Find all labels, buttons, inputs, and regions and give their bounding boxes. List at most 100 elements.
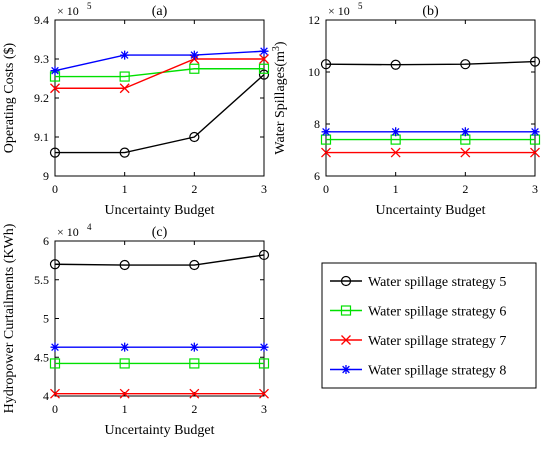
legend-marker-x bbox=[341, 335, 351, 345]
data-point-x bbox=[259, 388, 269, 399]
y-axis-label: Operating Costs ($) bbox=[2, 42, 17, 153]
series-line bbox=[54, 254, 265, 266]
y-tick-label: 9.1 bbox=[34, 130, 49, 144]
data-point-x bbox=[321, 147, 331, 158]
x-tick-label: 0 bbox=[52, 182, 58, 196]
panel-title: (c) bbox=[152, 225, 168, 240]
x-axis-label: Uncertainty Budget bbox=[104, 423, 214, 438]
data-point-circle bbox=[258, 249, 270, 261]
x-tick-label: 1 bbox=[122, 402, 128, 416]
data-point-asterisk bbox=[259, 342, 269, 352]
data-point-square bbox=[258, 63, 270, 74]
data-point-x bbox=[259, 54, 269, 64]
series-8 bbox=[50, 46, 269, 76]
data-point-x bbox=[119, 388, 130, 399]
series-6 bbox=[49, 63, 270, 82]
y-tick-label: 9 bbox=[43, 169, 49, 183]
series-5 bbox=[49, 69, 270, 158]
x-axis-label: Uncertainty Budget bbox=[104, 203, 214, 218]
y-tick-label: 5 bbox=[43, 312, 49, 326]
axis-exponent: × 10 bbox=[328, 4, 350, 18]
y-tick-label: 5.5 bbox=[34, 273, 49, 287]
data-point-x bbox=[50, 83, 60, 94]
x-tick-label: 3 bbox=[261, 182, 267, 196]
x-tick-label: 2 bbox=[462, 182, 468, 196]
series-8 bbox=[50, 342, 269, 352]
y-tick-label: 4.5 bbox=[34, 350, 49, 364]
data-point-x bbox=[460, 147, 471, 158]
x-tick-label: 2 bbox=[191, 182, 197, 196]
x-tick-label: 2 bbox=[191, 402, 197, 416]
data-point-x bbox=[119, 83, 130, 94]
data-point-x bbox=[530, 147, 540, 158]
data-point-square bbox=[189, 358, 200, 369]
axis-exponent: × 10 bbox=[57, 225, 79, 239]
data-point-asterisk bbox=[189, 50, 199, 60]
legend-entry: Water spillage strategy 7 bbox=[330, 334, 506, 349]
series-6 bbox=[320, 134, 541, 145]
axis-exponent: × 10 bbox=[57, 4, 79, 18]
panel-title: (b) bbox=[422, 4, 439, 19]
data-point-circle bbox=[320, 59, 332, 70]
panel-title: (a) bbox=[152, 4, 168, 19]
legend-label: Water spillage strategy 7 bbox=[368, 334, 506, 349]
legend-label: Water spillage strategy 6 bbox=[368, 305, 506, 320]
data-point-asterisk bbox=[259, 46, 269, 56]
data-point-asterisk bbox=[321, 127, 331, 137]
data-point-circle bbox=[390, 59, 401, 70]
legend-box bbox=[321, 262, 537, 389]
legend: Water spillage strategy 5 Water spillage … bbox=[321, 262, 537, 389]
data-point-circle bbox=[49, 259, 61, 270]
legend-entry: Water spillage strategy 6 bbox=[330, 305, 506, 320]
series-7 bbox=[50, 54, 269, 94]
data-point-circle bbox=[49, 147, 61, 158]
x-tick-label: 0 bbox=[52, 402, 58, 416]
data-point-asterisk bbox=[460, 127, 470, 137]
chart-panel-3: 0 1 2 3 4 4.5 5 5.5 6 (c) × 10 4 Uncertainty Budget H… bbox=[2, 222, 270, 438]
y-axis-label-text: Water Spillages(m bbox=[273, 51, 288, 155]
data-point-circle bbox=[119, 147, 130, 158]
data-point-square bbox=[49, 358, 61, 369]
data-point-square bbox=[119, 71, 130, 82]
y-axis-label: Water Spillages(m3) bbox=[271, 41, 289, 154]
data-point-circle bbox=[258, 69, 270, 80]
series-6 bbox=[49, 358, 270, 369]
legend-label: Water spillage strategy 8 bbox=[368, 364, 506, 379]
data-point-asterisk bbox=[530, 127, 540, 137]
chart-panel-1: 0 1 2 3 9 9.1 9.2 9.3 9.4 (a) × 10 5 Uncertainty Bud… bbox=[2, 1, 270, 218]
data-point-square bbox=[189, 63, 200, 74]
series-line bbox=[54, 50, 265, 72]
y-axis-label-text: Operating Costs ($) bbox=[2, 42, 17, 153]
legend-marker-square bbox=[340, 305, 352, 316]
legend-marker-asterisk bbox=[341, 365, 351, 374]
series-8 bbox=[321, 127, 540, 137]
series-7 bbox=[321, 147, 540, 158]
x-tick-label: 3 bbox=[261, 402, 267, 416]
data-point-square bbox=[258, 358, 270, 369]
legend-entry: Water spillage strategy 5 bbox=[330, 275, 506, 290]
legend-label: Water spillage strategy 5 bbox=[368, 275, 506, 290]
y-axis-label: Hydropower Curtailments (KWh) bbox=[2, 223, 17, 413]
data-point-circle bbox=[460, 59, 471, 70]
series-line bbox=[325, 60, 536, 66]
series-line bbox=[55, 68, 264, 78]
plot-area-frame bbox=[325, 19, 536, 177]
data-point-x bbox=[50, 388, 60, 399]
axis-exponent-power: 5 bbox=[358, 1, 363, 11]
data-point-circle bbox=[189, 131, 200, 143]
x-tick-label: 1 bbox=[393, 182, 399, 196]
y-tick-label: 9.2 bbox=[34, 91, 49, 105]
data-point-asterisk bbox=[120, 342, 130, 352]
series-line bbox=[55, 74, 265, 154]
data-point-circle bbox=[189, 259, 200, 271]
data-point-x bbox=[390, 147, 401, 158]
y-tick-label: 6 bbox=[43, 234, 49, 248]
data-point-asterisk bbox=[50, 66, 60, 76]
y-axis-label-text: Hydropower Curtailments (KWh) bbox=[2, 223, 17, 413]
data-point-asterisk bbox=[50, 342, 60, 352]
y-tick-label: 12 bbox=[308, 13, 320, 27]
series-line bbox=[55, 58, 264, 89]
axis-exponent-power: 5 bbox=[87, 1, 92, 11]
